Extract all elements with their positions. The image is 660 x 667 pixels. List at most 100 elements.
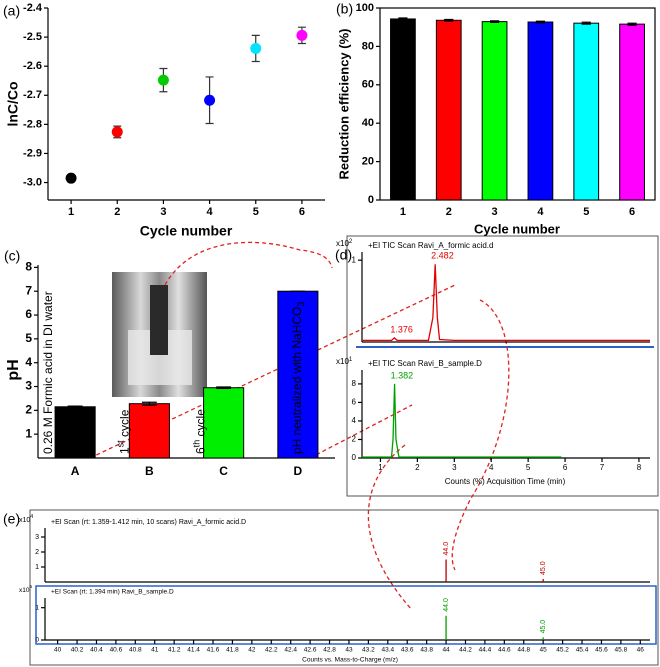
- x-tick-label: A: [71, 464, 80, 478]
- error-bar: [398, 17, 408, 21]
- y-tick-label: -2.7: [23, 89, 42, 101]
- x-tick-label: D: [294, 464, 303, 478]
- y-tick-label: 2: [352, 435, 357, 444]
- y-tick-label: 1: [35, 604, 39, 611]
- x-tick-label: 44.6: [498, 647, 511, 654]
- bar-label-part: 1: [118, 447, 132, 454]
- x-tick-label: 41.8: [226, 647, 239, 654]
- y-multiplier-exponent: 5: [29, 584, 32, 590]
- y-tick-label: 0: [352, 453, 357, 462]
- y-tick-label: 100: [356, 2, 374, 14]
- y-tick-label: 2: [25, 403, 32, 417]
- x-tick-label: 43.6: [401, 647, 414, 654]
- arrow: [164, 241, 333, 286]
- y-multiplier-base: x10: [336, 357, 349, 366]
- point: [250, 42, 262, 54]
- bar-label-part: 0.26 M Formic acid in DI water: [41, 291, 55, 454]
- bar-label-part: pH neutralized with NaHCO: [290, 307, 304, 454]
- x-tick-label: 41: [151, 647, 159, 654]
- x-tick-label: 43.8: [420, 647, 433, 654]
- peak-label: 1.382: [391, 370, 414, 380]
- y-tick-label: 1: [35, 564, 39, 571]
- x-tick-label: 6: [563, 463, 568, 472]
- x-tick-label: 42.4: [284, 647, 297, 654]
- x-tick-label: 42.2: [265, 647, 278, 654]
- x-tick-label: 2: [415, 463, 420, 472]
- x-tick-label: 44.4: [479, 647, 492, 654]
- point: [65, 172, 77, 184]
- x-tick-label: 4: [489, 463, 494, 472]
- x-tick-label: 8: [637, 463, 642, 472]
- arrow: [89, 284, 456, 459]
- y-tick-label: 40: [362, 117, 374, 129]
- x-tick-label: 41.4: [187, 647, 200, 654]
- error-bar: [67, 405, 83, 409]
- y-multiplier: x102: [336, 239, 353, 249]
- y-tick-label: 1: [352, 255, 357, 264]
- y-multiplier-base: x10: [19, 517, 30, 524]
- y-tick-label: 8: [25, 260, 32, 274]
- x-tick-label: 43.2: [362, 647, 375, 654]
- bar-label: 0.26 M Formic acid in DI water: [41, 291, 55, 454]
- y-multiplier-base: x10: [336, 239, 349, 248]
- bar: [54, 406, 96, 459]
- annotation-arrows: [89, 241, 510, 611]
- x-tick-label: 6: [629, 206, 635, 218]
- photo-electrode: [150, 285, 168, 355]
- y-tick-label: 4: [352, 416, 357, 425]
- y-tick-label: -2.9: [23, 147, 42, 159]
- point: [157, 74, 169, 86]
- y-tick-label: -2.4: [23, 2, 43, 14]
- panel-d-frame: [346, 235, 659, 497]
- y-axis-label: lnC/Co: [5, 81, 21, 126]
- x-tick-label: 44: [442, 647, 450, 654]
- panel-e-frame: [29, 509, 659, 666]
- bar: [203, 387, 245, 459]
- error-bar: [141, 401, 157, 406]
- y-tick-label: 60: [362, 79, 374, 91]
- y-tick-label: 3: [35, 534, 39, 541]
- x-tick-label: C: [219, 464, 228, 478]
- y-tick-label: 20: [362, 156, 374, 168]
- y-tick-label: 2: [35, 549, 39, 556]
- error-bar: [216, 386, 232, 390]
- error-bar: [627, 22, 637, 26]
- x-tick-label: 40.6: [110, 647, 123, 654]
- x-tick-label: 44.2: [459, 647, 472, 654]
- bar: [435, 19, 462, 201]
- bar-label-part: st: [116, 440, 126, 448]
- x-tick-label: 45.6: [595, 647, 608, 654]
- y-tick-label: -2.6: [23, 60, 42, 72]
- bar: [390, 18, 416, 201]
- panel-label: (d): [335, 247, 352, 263]
- peak-label: 45.0: [540, 561, 547, 575]
- arrow: [451, 299, 510, 571]
- x-tick-label: 41.6: [207, 647, 220, 654]
- peak-label: 44.0: [443, 542, 450, 556]
- x-tick-label: 5: [583, 206, 589, 218]
- x-tick-label: 45.2: [556, 647, 569, 654]
- y-multiplier-exponent: 2: [349, 239, 353, 245]
- bar: [277, 290, 319, 459]
- trace-title: +EI Scan (rt: 1.394 min) Ravi_B_sample.D: [51, 589, 174, 596]
- bar: [619, 23, 645, 201]
- trace-title: +EI TIC Scan Ravi_A_formic acid.d: [368, 241, 493, 250]
- bar-label-part: 3: [296, 302, 306, 307]
- y-multiplier: x105: [19, 584, 32, 593]
- x-axis-label: Cycle number: [474, 221, 560, 236]
- x-tick-label: 42: [248, 647, 256, 654]
- trace: [362, 264, 650, 342]
- bar: [128, 403, 170, 459]
- x-tick-label: 5: [253, 206, 259, 218]
- error-bar: [490, 20, 500, 23]
- x-axis-label: Counts vs. Mass-to-Charge (m/z): [302, 657, 398, 664]
- bar-label-part: 6: [194, 447, 208, 454]
- point: [296, 29, 308, 41]
- x-tick-label: 45.4: [576, 647, 589, 654]
- y-tick-label: 6: [25, 307, 32, 321]
- x-tick-label: 7: [600, 463, 605, 472]
- panel-e-selection: [35, 585, 657, 645]
- inset-photo: [112, 272, 207, 397]
- x-tick-label: 46: [637, 647, 645, 654]
- trace-title: +EI TIC Scan Ravi_B_sample.D: [368, 359, 482, 368]
